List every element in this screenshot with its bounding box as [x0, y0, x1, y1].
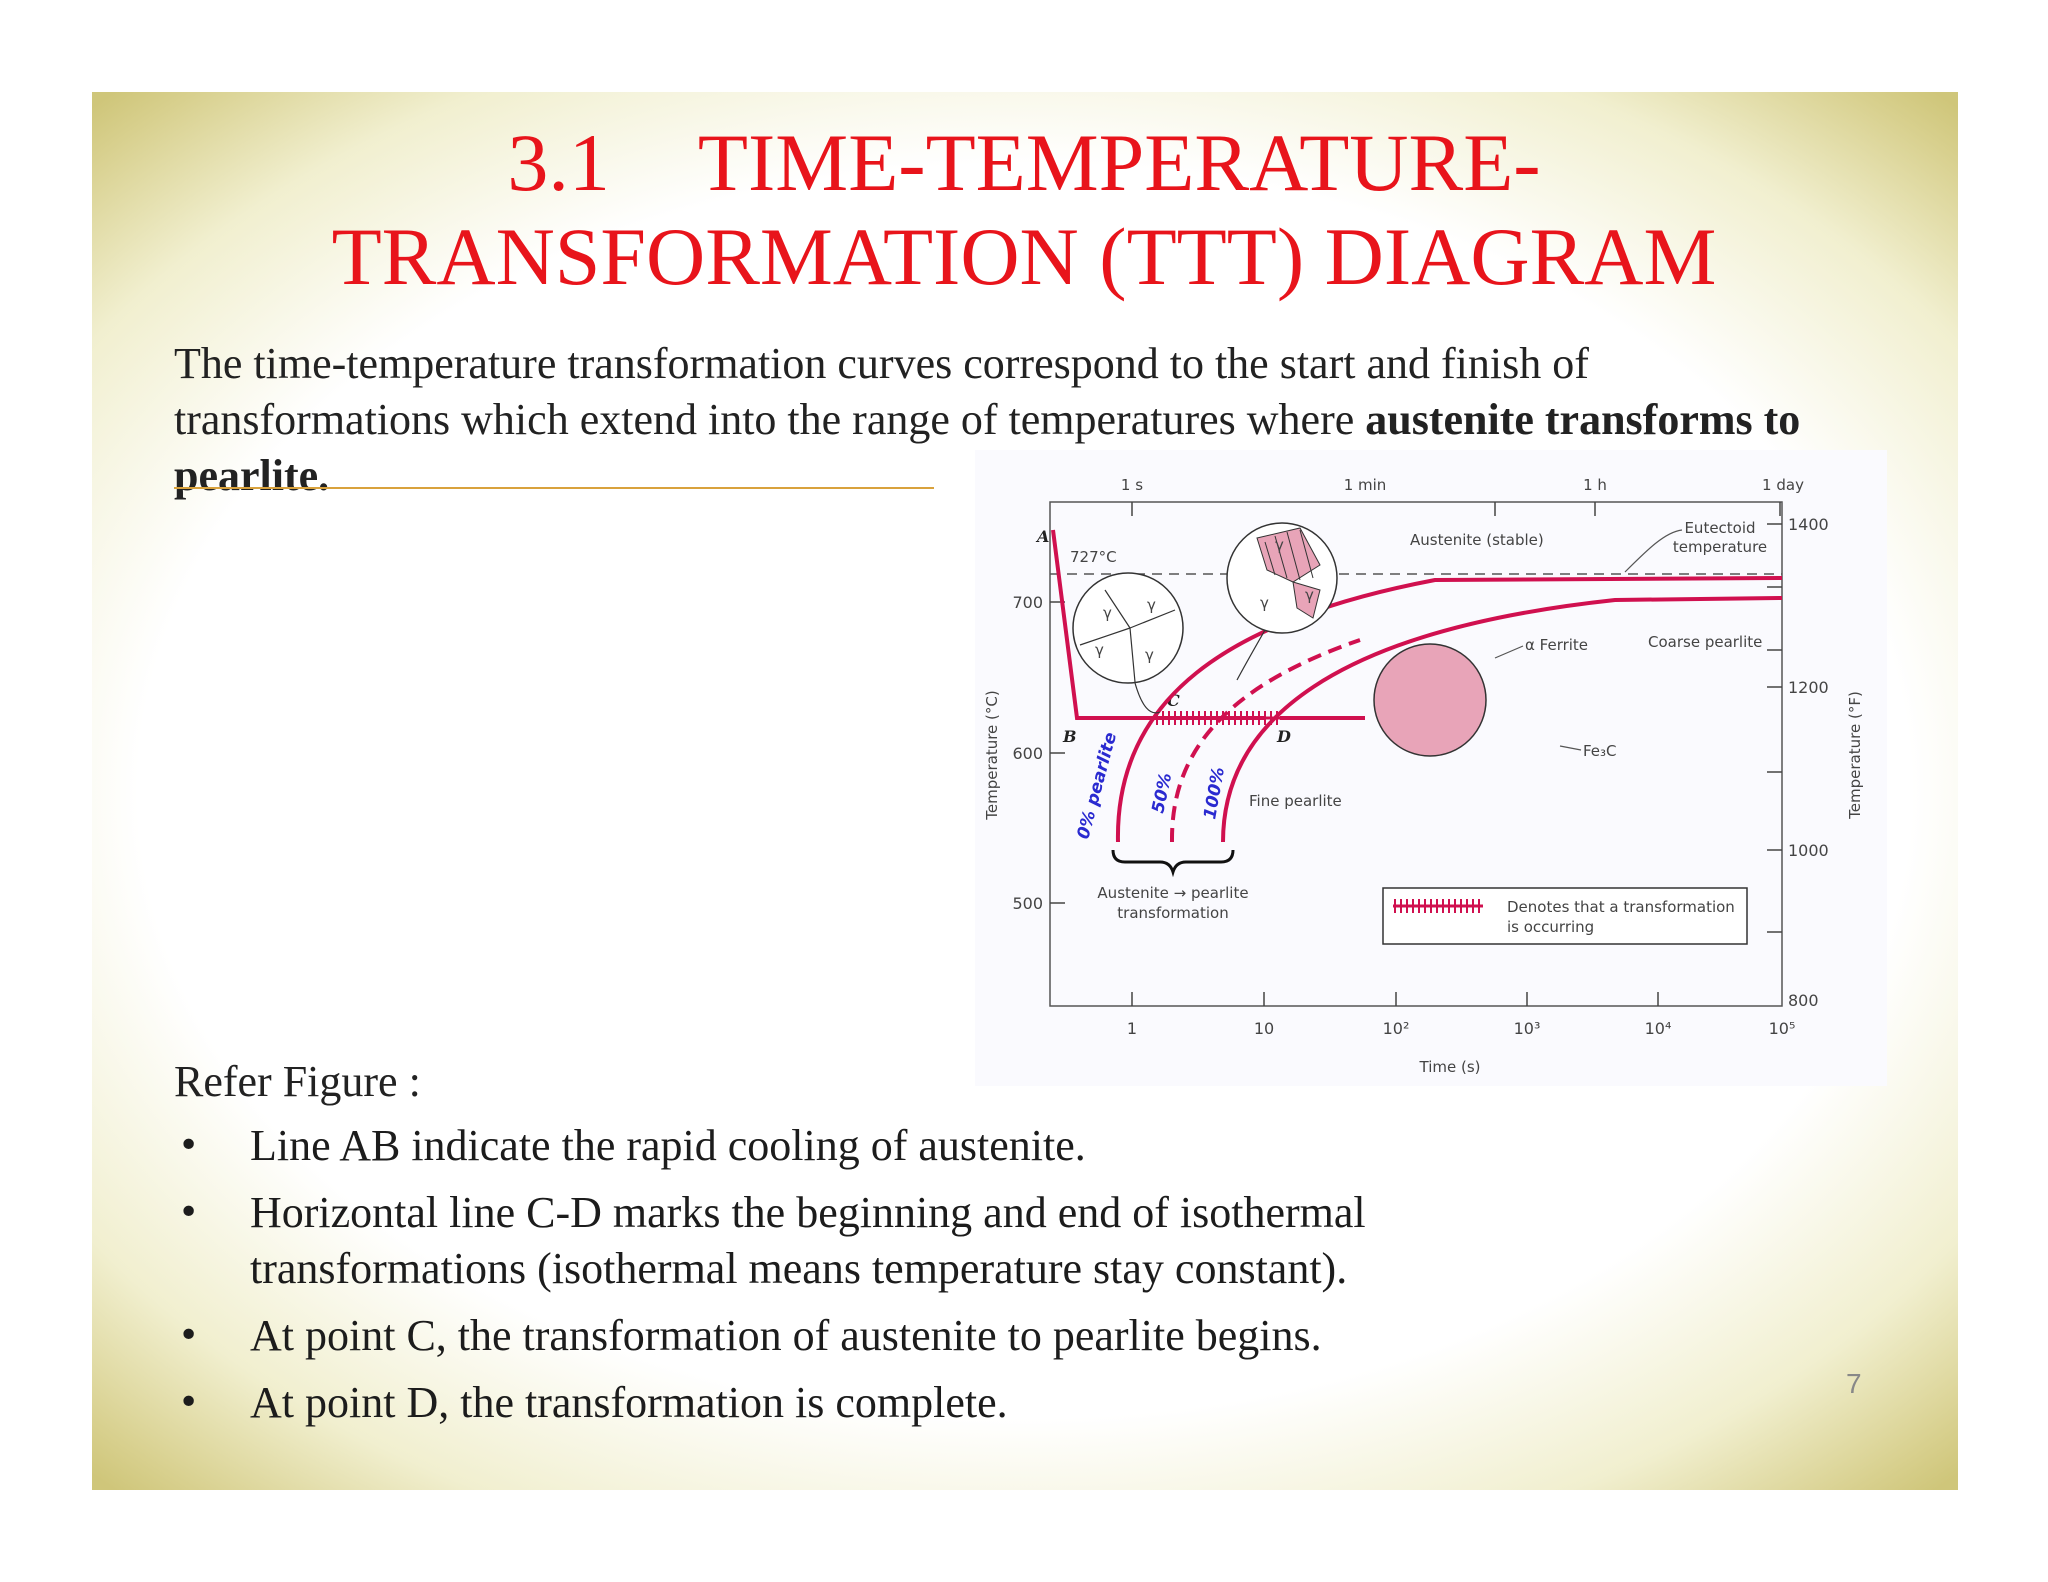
eutectoid-temp-label: 727°C — [1070, 548, 1117, 566]
eutectoid-label-1: Eutectoid — [1684, 519, 1755, 537]
fe3c-pointer — [1559, 745, 1582, 751]
plot-frame — [1049, 501, 1783, 1007]
transformation-label-1: Austenite → pearlite — [1097, 884, 1248, 902]
title-text-1: TIME-TEMPERATURE- — [697, 117, 1541, 208]
refer-figure-label: Refer Figure : — [174, 1057, 421, 1106]
intro-bold-text: austenite transforms to pearlite. — [174, 395, 1801, 500]
gamma-2: γ — [1147, 596, 1156, 614]
gamma-5: γ — [1275, 536, 1284, 554]
right-axis-label: Temperature (°F) — [1846, 691, 1864, 820]
bullet-icon: • — [178, 1315, 200, 1356]
bullet-text: Horizontal line C-D marks the beginning … — [250, 1188, 1366, 1293]
bottom-label-1000: 10³ — [1514, 1019, 1541, 1038]
bullet-list: • Line AB indicate the rapid cooling of a… — [174, 1118, 1624, 1442]
top-label-1h: 1 h — [1583, 476, 1607, 494]
curve-100-percent-pearlite — [1221, 596, 1783, 843]
intro-text: The time-temperature transformation curv… — [174, 339, 1589, 444]
bullet-item: • At point C, the transformation of auste… — [174, 1308, 1624, 1364]
transformation-brace — [1111, 849, 1235, 878]
bullet-text: Line AB indicate the rapid cooling of au… — [250, 1121, 1086, 1170]
bullet-icon: • — [178, 1382, 200, 1423]
curve-0-label: 0% pearlite — [1074, 730, 1122, 841]
bottom-label-1: 1 — [1127, 1019, 1137, 1038]
right-label-1400: 1400 — [1788, 515, 1829, 534]
intro-underline — [174, 487, 934, 489]
bottom-label-10: 10 — [1254, 1019, 1274, 1038]
transformation-hatch — [1156, 711, 1278, 725]
austenite-stable-label: Austenite (stable) — [1410, 531, 1544, 549]
title-line-2: TRANSFORMATION (TTT) DIAGRAM — [331, 211, 1717, 302]
gamma-1: γ — [1103, 604, 1112, 622]
austenite-grains-icon: γ γ γ γ — [1072, 572, 1184, 714]
legend-box — [1382, 887, 1748, 945]
pearlite-lamellae-icon — [1360, 643, 1499, 757]
ttt-diagram-svg: 1 s 1 min 1 h 1 day 1 10 10² 10³ 10⁴ 10⁵… — [983, 476, 1864, 1076]
right-label-1000: 1000 — [1788, 841, 1829, 860]
section-number: 3.1 — [507, 117, 610, 208]
gamma-6: γ — [1260, 594, 1269, 612]
bullet-item: • Horizontal line C-D marks the beginning… — [174, 1185, 1624, 1297]
legend-text-1: Denotes that a transformation — [1507, 898, 1735, 916]
eutectoid-pointer — [1624, 529, 1683, 573]
left-label-600: 600 — [1012, 744, 1043, 763]
curve-0-percent-pearlite — [1115, 576, 1783, 843]
left-label-500: 500 — [1012, 894, 1043, 913]
x-axis-label: Time (s) — [1419, 1058, 1481, 1076]
point-b-label: B — [1062, 727, 1077, 746]
bullet-icon: • — [178, 1192, 200, 1233]
pearlite-nucleation-icon: γ γ γ — [1226, 522, 1338, 681]
point-d-label: D — [1276, 727, 1291, 746]
bullet-text: At point C, the transformation of austen… — [250, 1311, 1322, 1360]
right-label-800: 800 — [1788, 991, 1819, 1010]
title-line-1: 3.1 TIME-TEMPERATURE- — [0, 118, 2048, 208]
ferrite-label: α Ferrite — [1525, 636, 1588, 654]
point-a-label: A — [1035, 527, 1049, 546]
gamma-4: γ — [1145, 646, 1154, 664]
bottom-label-100000: 10⁵ — [1769, 1019, 1796, 1038]
top-label-1s: 1 s — [1121, 476, 1143, 494]
left-axis-label: Temperature (°C) — [983, 690, 1001, 820]
coarse-pearlite-label: Coarse pearlite — [1648, 633, 1762, 651]
bottom-label-100: 10² — [1383, 1019, 1410, 1038]
gamma-3: γ — [1095, 641, 1104, 659]
bullet-text: At point D, the transformation is comple… — [250, 1378, 1008, 1427]
top-label-1min: 1 min — [1344, 476, 1387, 494]
top-label-1day: 1 day — [1762, 476, 1804, 494]
legend-text-2: is occurring — [1507, 918, 1594, 936]
curve-50-label: 50% — [1148, 771, 1176, 815]
page-number: 7 — [1846, 1368, 1862, 1399]
intro-paragraph: The time-temperature transformation curv… — [174, 336, 1814, 504]
bottom-label-10000: 10⁴ — [1645, 1019, 1672, 1038]
fe3c-label: Fe₃C — [1583, 742, 1617, 760]
curve-50-percent-pearlite — [1169, 638, 1361, 843]
legend-hatch — [1394, 899, 1480, 913]
bullet-icon: • — [178, 1125, 200, 1166]
eutectoid-label-2: temperature — [1673, 538, 1767, 556]
left-label-700: 700 — [1012, 593, 1043, 612]
right-label-1200: 1200 — [1788, 678, 1829, 697]
ttt-diagram-figure: 1 s 1 min 1 h 1 day 1 10 10² 10³ 10⁴ 10⁵… — [975, 450, 1887, 1086]
transformation-label-2: transformation — [1117, 904, 1228, 922]
bullet-item: • Line AB indicate the rapid cooling of a… — [174, 1118, 1624, 1174]
fine-pearlite-label: Fine pearlite — [1249, 792, 1342, 810]
bullet-item: • At point D, the transformation is compl… — [174, 1375, 1624, 1431]
gamma-7: γ — [1305, 586, 1314, 604]
ferrite-pointer — [1494, 645, 1524, 659]
